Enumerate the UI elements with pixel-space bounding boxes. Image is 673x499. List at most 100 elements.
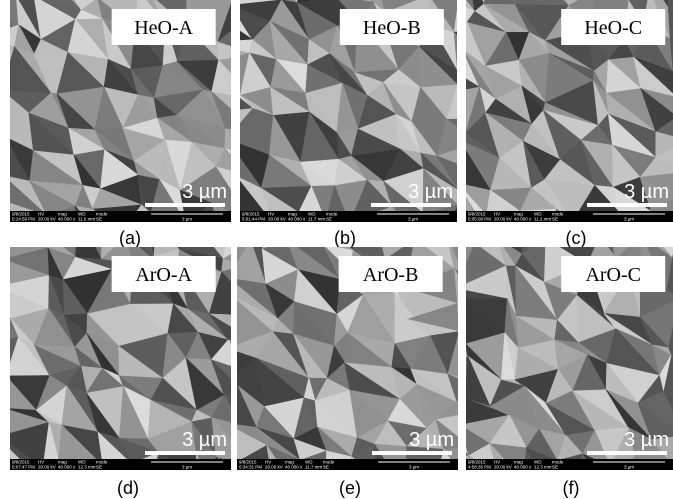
- data-bar-mag: 40 000 x: [514, 217, 532, 222]
- data-bar-mag: 40 000 x: [58, 465, 76, 470]
- grain-facet: [196, 452, 216, 493]
- data-bar-time: 5:05:08 PM: [468, 217, 491, 222]
- scale-bar: [372, 451, 452, 455]
- data-bar-wd: 11.2 mm: [534, 217, 551, 222]
- data-bar-mag: 40 000 x: [514, 465, 532, 470]
- scale-label: 3 µm: [408, 181, 453, 203]
- data-bar-wd: 11.7 mm: [308, 217, 325, 222]
- panel-caption: (f): [563, 478, 580, 498]
- grain-facet: [224, 225, 271, 249]
- data-bar-scale-label: 3 µm: [182, 217, 192, 222]
- grain-facet: [415, 224, 447, 239]
- data-bar-mag: 40 000 x: [288, 217, 306, 222]
- grain-facet: [421, 224, 446, 234]
- grain-facet: [30, 468, 81, 486]
- data-bar-time: 5:01:44 PM: [242, 217, 265, 222]
- data-bar-scale-label: 3 µm: [624, 465, 634, 470]
- data-bar-mode: SE: [552, 217, 558, 222]
- grain-facet: [0, 389, 4, 436]
- grain-facet: [149, 220, 180, 239]
- panel-caption: (c): [566, 228, 587, 248]
- grain-facet: [0, 344, 6, 376]
- sem-image: HVmagWDmode9/8/20155:07:47 PM20.00 kV40 …: [0, 207, 263, 499]
- data-bar-time: 5:07:47 PM: [12, 465, 35, 470]
- scale-bar: [587, 203, 667, 207]
- figure: HVmagWDmode9/8/20155:14:59 PM20.00 kV40 …: [0, 0, 673, 499]
- grain-facet: [230, 224, 245, 250]
- grain-facet: [0, 160, 3, 177]
- grain-facet: [527, 225, 559, 239]
- scale-label: 3 µm: [182, 181, 227, 203]
- grain-facet: [0, 271, 11, 318]
- grain-facet: [0, 175, 3, 199]
- grain-facet: [149, 220, 186, 239]
- panel-label: ArO-A: [135, 264, 192, 286]
- grain-facet: [0, 372, 6, 409]
- panel-caption: (e): [339, 478, 361, 498]
- data-bar-scale-label: 3 µm: [182, 465, 192, 470]
- grain-facet: [271, 226, 296, 240]
- grain-facet: [18, 228, 48, 248]
- data-bar-wd: 12.3 mm: [534, 465, 552, 470]
- grain-facet: [0, 200, 5, 249]
- grain-facet: [0, 50, 2, 102]
- grain-facet: [609, 466, 657, 499]
- grain-facet: [228, 220, 272, 248]
- grain-facet: [0, 237, 3, 287]
- scale-label: 3 µm: [409, 429, 454, 451]
- data-bar-mode: SE: [96, 465, 102, 470]
- data-bar-hv: 20.00 kV: [38, 465, 56, 470]
- data-bar-wd: 12.3 mm: [78, 465, 96, 470]
- data-bar-wd: 11.7 mm: [305, 465, 322, 470]
- grain-facet: [0, 0, 19, 25]
- data-bar-wd: 11.5 mm: [78, 217, 95, 222]
- data-bar-scale-label: 3 µm: [409, 465, 419, 470]
- grain-facet: [262, 226, 287, 249]
- scale-label: 3 µm: [624, 181, 669, 203]
- grain-facet: [180, 223, 219, 240]
- data-bar-mode: SE: [326, 217, 332, 222]
- grain-facet: [200, 220, 238, 248]
- data-bar-scale-label: 3 µm: [624, 217, 634, 222]
- panel-caption: (d): [117, 478, 139, 498]
- grain-facet: [224, 225, 262, 249]
- panel-caption: (b): [334, 228, 356, 248]
- panel-label: ArO-B: [363, 264, 419, 286]
- scale-label: 3 µm: [624, 429, 669, 451]
- grain-facet: [0, 207, 3, 259]
- data-bar-scale-label: 3 µm: [408, 217, 418, 222]
- data-bar-hv: 20.00 kV: [38, 217, 56, 222]
- grain-facet: [0, 200, 5, 249]
- grain-facet: [296, 218, 323, 245]
- panel-caption: (a): [119, 228, 141, 248]
- data-bar-mag: 40 000 x: [285, 465, 303, 470]
- data-bar-hv: 20.00 kV: [494, 465, 512, 470]
- data-bar-hv: 20.00 kV: [268, 217, 286, 222]
- grain-facet: [216, 224, 250, 240]
- grain-facet: [0, 372, 4, 409]
- grain-facet: [0, 125, 5, 136]
- panel-label: HeO-A: [134, 17, 193, 39]
- data-bar-mag: 40 000 x: [58, 217, 76, 222]
- data-bar-time: 5:34:31 PM: [239, 465, 262, 470]
- data-bar-time: 5:14:59 PM: [12, 217, 35, 222]
- scale-bar: [145, 451, 225, 455]
- panel-label: ArO-C: [585, 264, 641, 286]
- grain-facet: [0, 271, 11, 318]
- grain-facet: [200, 220, 238, 248]
- data-bar-mode: SE: [323, 465, 329, 470]
- page: HVmagWDmode9/8/20155:14:59 PM20.00 kV40 …: [0, 0, 673, 499]
- scale-label: 3 µm: [182, 429, 227, 451]
- grain-facet: [228, 220, 272, 243]
- scale-bar: [371, 203, 451, 207]
- grain-facet: [350, 223, 394, 250]
- data-bar-mode: SE: [552, 465, 558, 470]
- grain-facet: [0, 457, 5, 493]
- data-bar-hv: 20.00 kV: [265, 465, 283, 470]
- grain-facet: [0, 91, 2, 132]
- grain-facet: [0, 137, 5, 176]
- scale-bar: [145, 203, 225, 207]
- scale-bar: [587, 451, 667, 455]
- grain-facet: [378, 222, 422, 239]
